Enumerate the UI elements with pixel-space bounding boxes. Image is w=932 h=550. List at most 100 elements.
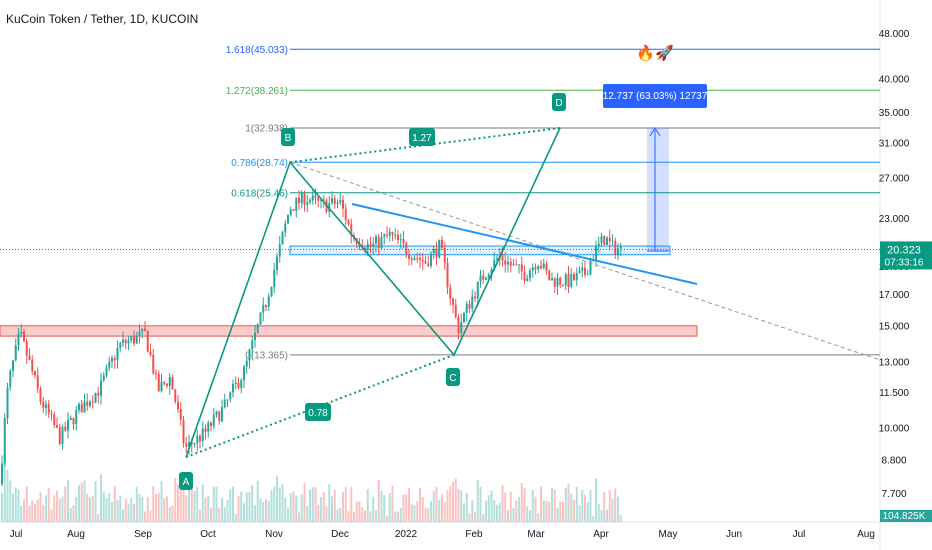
- volume-bar: [166, 496, 168, 522]
- candle-body: [471, 296, 474, 309]
- candle-body: [347, 220, 350, 225]
- volume-bar: [435, 486, 438, 522]
- volume-bar: [256, 481, 259, 522]
- candle-body: [386, 234, 388, 236]
- candle-body: [413, 258, 416, 260]
- x-tick-label: Aug: [67, 529, 85, 540]
- volume-bar: [116, 500, 119, 522]
- volume-bar: [6, 469, 9, 522]
- candle-body: [369, 244, 372, 248]
- volume-bar: [1, 492, 3, 522]
- candle-body: [212, 414, 215, 427]
- volume-bar: [298, 512, 300, 522]
- volume-bar: [317, 504, 320, 522]
- volume-bar: [204, 497, 207, 522]
- volume-bar: [336, 509, 339, 522]
- candle-body: [611, 240, 614, 242]
- volume-bar: [177, 484, 179, 522]
- volume-bar: [463, 503, 465, 522]
- volume-bar: [149, 510, 152, 522]
- volume-bar: [600, 509, 603, 522]
- candle-body: [562, 284, 564, 286]
- volume-bar: [276, 475, 278, 522]
- volume-bar: [306, 505, 309, 522]
- candle-body: [617, 248, 619, 255]
- volume-bar: [364, 510, 366, 522]
- fib-label: 0.786(28.74): [231, 158, 288, 169]
- volume-bar: [608, 489, 611, 522]
- volume-bar: [507, 509, 509, 522]
- candle-body: [17, 333, 20, 346]
- volume-bar: [207, 496, 210, 522]
- candle-body: [56, 425, 58, 428]
- volume-bar: [562, 501, 564, 522]
- candle-body: [399, 239, 402, 241]
- candle-body: [100, 380, 102, 396]
- candle-body: [237, 382, 240, 388]
- candle-body: [177, 401, 179, 410]
- candle-body: [64, 426, 67, 431]
- volume-bar: [344, 486, 347, 522]
- candle-body: [586, 274, 589, 276]
- volume-bar: [53, 495, 56, 522]
- candle-body: [317, 197, 320, 201]
- fib-label: 1.272(38.261): [226, 86, 288, 97]
- candle-body: [80, 404, 83, 413]
- volume-bar: [83, 480, 86, 522]
- volume-bar: [553, 489, 556, 522]
- candles: [1, 188, 622, 487]
- volume-bar: [314, 486, 317, 522]
- volume-bar: [421, 497, 424, 522]
- volume-bar: [226, 499, 229, 522]
- candle-body: [427, 263, 430, 267]
- candle-body: [490, 269, 493, 275]
- candle-body: [168, 377, 171, 386]
- volume-bar: [31, 500, 34, 522]
- candle-body: [419, 258, 421, 261]
- candle-body: [124, 339, 127, 344]
- volume-bar: [452, 481, 454, 522]
- volume-bar: [509, 491, 512, 522]
- x-tick-label: Apr: [593, 529, 609, 540]
- candle-body: [28, 355, 31, 360]
- volume-bar: [105, 497, 108, 522]
- volume-bar: [295, 495, 298, 522]
- abcd-path: [185, 127, 561, 458]
- point-label: B: [285, 133, 292, 144]
- volume-bar: [91, 496, 94, 522]
- volume-bar: [465, 492, 468, 522]
- volume-bar: [210, 507, 212, 522]
- volume-bar: [606, 509, 608, 522]
- candle-body: [606, 237, 608, 245]
- volume-bar: [419, 487, 421, 522]
- candle-body: [331, 198, 333, 204]
- candle-body: [507, 261, 509, 265]
- volume-bar: [262, 501, 265, 522]
- candle-body: [465, 303, 468, 313]
- candle-body: [468, 303, 471, 309]
- candle-body: [34, 371, 36, 376]
- x-tick-label: Nov: [265, 529, 283, 540]
- candle-body: [551, 278, 553, 281]
- candle-body: [287, 215, 289, 224]
- volume-bar: [133, 503, 135, 522]
- x-tick-label: Jun: [726, 529, 742, 540]
- candle-body: [570, 274, 573, 287]
- candle-body: [75, 410, 78, 425]
- candle-body: [218, 411, 221, 422]
- candle-body: [542, 263, 545, 269]
- volume-bar: [479, 486, 482, 522]
- volume-bar: [578, 505, 581, 522]
- candle-body: [523, 271, 526, 281]
- candle-body: [441, 240, 443, 248]
- volume-bar: [113, 485, 116, 522]
- candle-body: [196, 435, 199, 444]
- volume-bar: [333, 489, 336, 522]
- volume-bar: [595, 478, 597, 522]
- volume-bar: [501, 485, 504, 522]
- point-label: D: [555, 98, 562, 109]
- candle-body: [364, 248, 366, 250]
- volume-bar: [611, 498, 614, 522]
- x-tick-label: Sep: [134, 529, 152, 540]
